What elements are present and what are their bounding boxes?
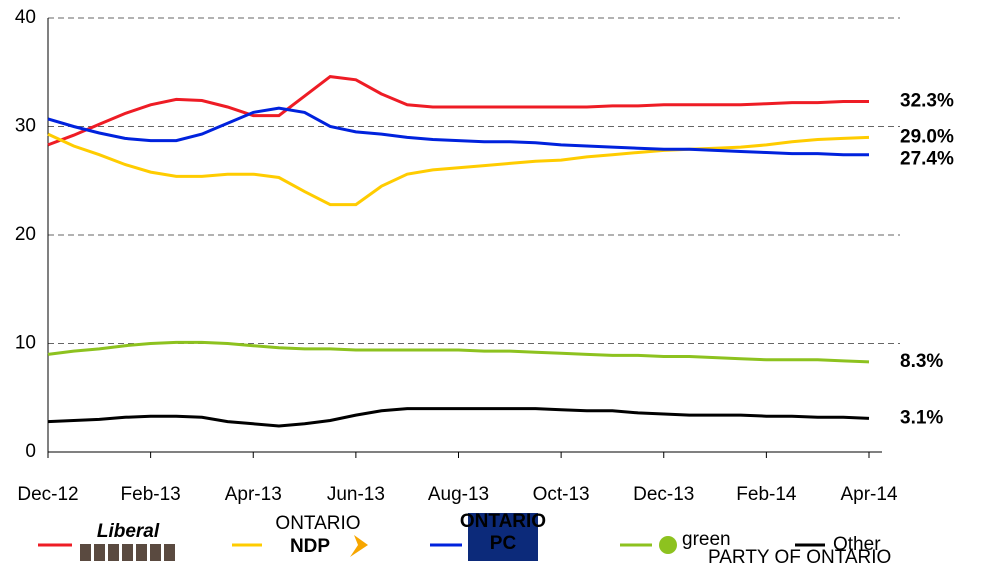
y-tick-label: 10 [15, 333, 36, 354]
legend-logo-figure [150, 544, 161, 561]
x-tick-label: Feb-13 [121, 484, 181, 505]
x-tick-label: Dec-13 [633, 484, 694, 505]
end-label: 27.4% [900, 148, 954, 169]
end-label: 29.0% [900, 126, 954, 147]
x-tick-label: Feb-14 [736, 484, 797, 505]
series-line [47, 75, 869, 147]
x-tick-label: Aug-13 [428, 484, 489, 505]
legend-caption: ONTARIO [460, 511, 546, 532]
legend-logo-figure [122, 544, 133, 561]
series-line [47, 106, 869, 157]
end-label: 32.3% [900, 91, 954, 112]
legend-logo-figure [136, 544, 147, 561]
legend-logo-mark [350, 535, 368, 557]
x-tick-label: Dec-12 [17, 484, 78, 505]
legend-logo [468, 513, 538, 561]
legend-logo-figure [94, 544, 105, 561]
x-tick-label: Jun-13 [327, 484, 385, 505]
legend-logo-figure [164, 544, 175, 561]
series-line [47, 340, 870, 364]
x-tick-label: Oct-13 [533, 484, 590, 505]
series-line [47, 132, 870, 207]
end-label: 3.1% [900, 407, 943, 428]
y-tick-label: 40 [15, 7, 36, 28]
x-tick-label: Apr-13 [225, 484, 282, 505]
legend-label: Liberal [97, 521, 160, 542]
legend-logo-mark [659, 536, 677, 554]
y-tick-label: 0 [25, 441, 36, 462]
x-tick-label: Apr-14 [840, 484, 897, 505]
legend-logo-figure [80, 544, 91, 561]
legend-caption: PARTY OF ONTARIO [708, 547, 891, 563]
legend-caption: ONTARIO [275, 513, 360, 534]
y-tick-label: 20 [15, 224, 36, 245]
legend-label: green [682, 529, 731, 550]
legend-label: PC [490, 533, 517, 554]
y-tick-label: 30 [15, 116, 36, 137]
legend-logo-figure [108, 544, 119, 561]
series-line [47, 407, 870, 428]
end-label: 8.3% [900, 351, 943, 372]
legend-label: Other [833, 534, 881, 555]
legend-label: NDP [290, 536, 330, 557]
